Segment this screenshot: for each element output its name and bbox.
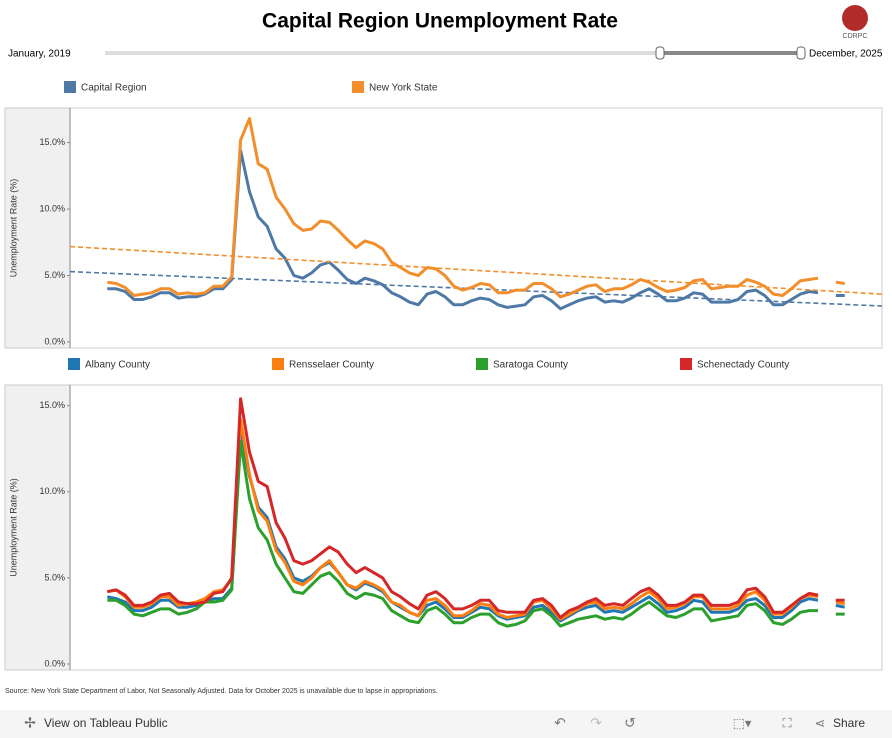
- legend-swatch: [352, 81, 364, 93]
- y-tick-label: 0.0%: [44, 336, 65, 346]
- redo-button[interactable]: ↷: [590, 715, 602, 731]
- legend-label: Saratoga County: [493, 360, 568, 371]
- y-axis-label: Unemployment Rate (%): [8, 179, 18, 278]
- axis-panel: [4, 107, 71, 349]
- slider-start: January, 2019: [8, 49, 71, 60]
- series-line: [107, 440, 845, 628]
- slider-handle[interactable]: [796, 46, 806, 60]
- y-tick-label: 5.0%: [44, 572, 65, 582]
- series-line: [107, 149, 845, 311]
- share-button[interactable]: Share: [833, 716, 865, 730]
- legend-swatch: [680, 358, 692, 370]
- legend-label: Capital Region: [81, 83, 147, 94]
- title: Capital Region Unemployment Rate: [262, 10, 618, 33]
- toolbar: [0, 710, 892, 738]
- revert-button[interactable]: ↺: [624, 715, 636, 731]
- legend-label: New York State: [369, 83, 438, 94]
- y-tick-label: 0.0%: [44, 658, 65, 668]
- download-button[interactable]: ⬚▾: [733, 715, 752, 730]
- legend-label: Schenectady County: [697, 360, 789, 371]
- share-icon[interactable]: ⋖: [815, 715, 826, 730]
- series-line: [107, 397, 845, 619]
- undo-button[interactable]: ↶: [554, 715, 566, 731]
- legend-swatch: [476, 358, 488, 370]
- legend-label: Albany County: [85, 360, 150, 371]
- y-tick-label: 15.0%: [39, 137, 65, 147]
- tableau-icon[interactable]: ✢: [24, 715, 36, 731]
- legend-swatch: [64, 81, 76, 93]
- view-link[interactable]: View on Tableau Public: [44, 716, 168, 730]
- legend-swatch: [272, 358, 284, 370]
- logo-mark: [842, 5, 868, 31]
- source-note: Source: New York State Department of Lab…: [5, 688, 438, 695]
- slider-handle[interactable]: [655, 46, 665, 60]
- legend-label: Rensselaer County: [289, 360, 374, 371]
- plot-frame: [4, 384, 883, 671]
- y-tick-label: 5.0%: [44, 270, 65, 280]
- y-tick-label: 10.0%: [39, 486, 65, 496]
- fullscreen-button[interactable]: ⛶: [781, 715, 792, 730]
- slider-end: December, 2025: [809, 49, 883, 60]
- y-tick-label: 10.0%: [39, 203, 65, 213]
- y-axis-label: Unemployment Rate (%): [8, 478, 18, 577]
- plot-frame: [4, 107, 883, 349]
- logo-text: CDRPC: [843, 33, 868, 40]
- y-tick-label: 15.0%: [39, 400, 65, 410]
- legend-swatch: [68, 358, 80, 370]
- series-line: [107, 117, 845, 299]
